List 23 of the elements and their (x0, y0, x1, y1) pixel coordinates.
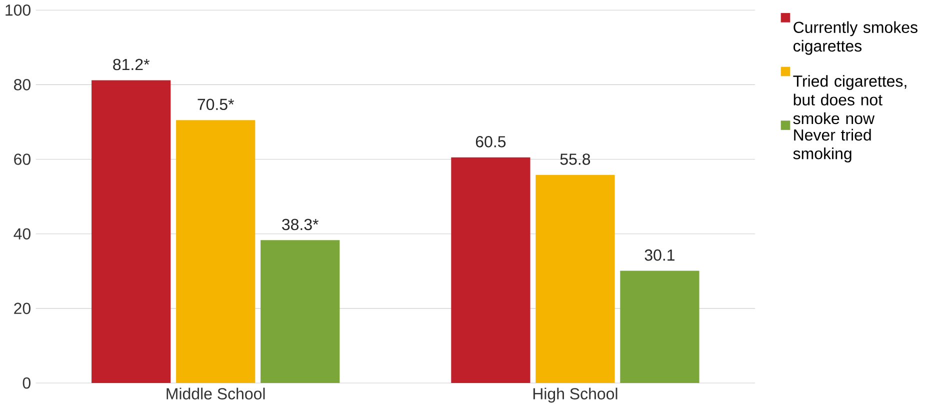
x-tick-label: High School (533, 388, 618, 403)
y-tick-label: 0 (22, 377, 30, 389)
y-tick-label: 100 (6, 4, 30, 16)
bar (451, 157, 530, 383)
bar (536, 174, 615, 383)
bar (620, 270, 700, 383)
y-tick-label: 60 (14, 154, 30, 165)
y-tick-label: 40 (14, 228, 30, 240)
legend-label: Currently smokes cigarettes (793, 21, 918, 55)
legend-label: Tried cigarettes, but does not smoke now (793, 75, 906, 124)
y-tick-label: 20 (14, 302, 30, 314)
x-tick-label: Middle School (166, 388, 265, 400)
bar (260, 240, 340, 383)
legend-label: Never tried smoking (793, 128, 871, 162)
data-label: 55.8 (560, 154, 590, 165)
data-label: 70.5* (198, 98, 234, 110)
bar (176, 120, 256, 383)
data-label: 38.3* (282, 218, 319, 230)
data-label: 60.5 (476, 136, 506, 148)
data-label: 81.2* (113, 58, 150, 70)
data-label: 30.1 (644, 249, 674, 261)
bar (92, 80, 171, 383)
y-tick-label: 80 (14, 79, 30, 90)
